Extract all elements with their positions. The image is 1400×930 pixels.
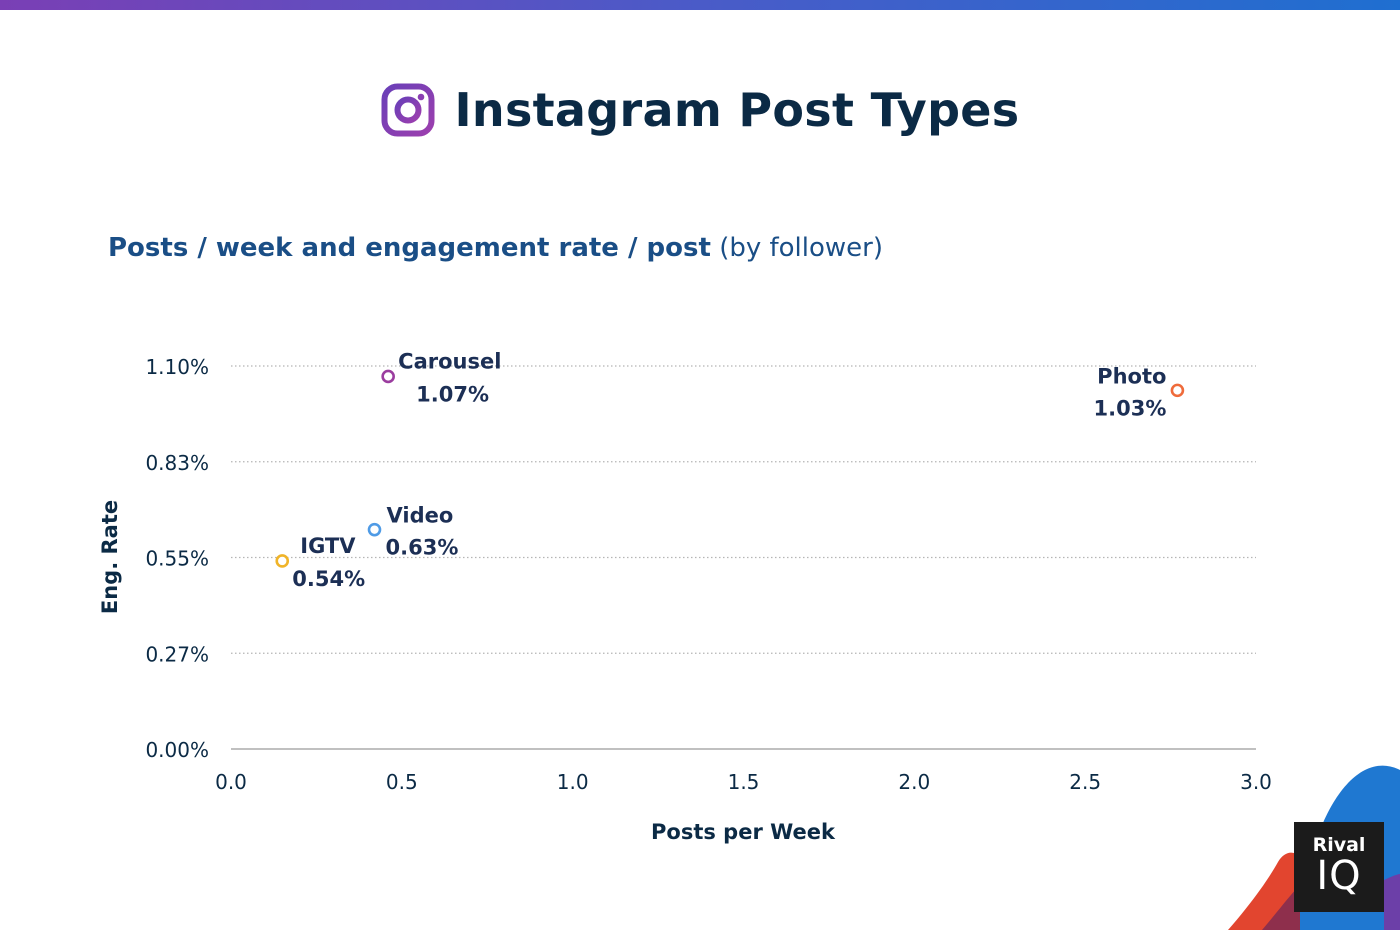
decor-purple-shape xyxy=(1384,874,1400,930)
y-tick-label: 0.55% xyxy=(145,547,209,571)
instagram-icon xyxy=(381,83,434,137)
rival-iq-logo: Rival IQ xyxy=(1294,822,1384,912)
data-point-video xyxy=(367,522,382,537)
x-tick-label: 2.0 xyxy=(898,770,930,794)
y-tick-label: 0.83% xyxy=(145,451,209,475)
data-point-igtv xyxy=(275,554,290,568)
x-tick-label: 0.5 xyxy=(386,770,418,794)
point-value-igtv: 0.54% xyxy=(292,567,365,591)
point-name-carousel: Carousel xyxy=(398,349,501,373)
subtitle-note: (by follower) xyxy=(719,233,883,263)
chart-subtitle: Posts / week and engagement rate / post … xyxy=(108,233,883,263)
x-tick-label: 1.0 xyxy=(557,770,589,794)
point-name-igtv: IGTV xyxy=(300,534,356,558)
decor-maroon-shape xyxy=(1262,885,1300,930)
chart-header: Instagram Post Types xyxy=(0,78,1400,142)
x-tick-label: 3.0 xyxy=(1240,770,1272,794)
y-tick-label: 0.00% xyxy=(145,738,209,762)
logo-text-iq: IQ xyxy=(1316,853,1362,899)
data-point-photo xyxy=(1170,383,1185,398)
x-axis-label: Posts per Week xyxy=(651,820,836,844)
point-value-video: 0.63% xyxy=(386,536,459,560)
point-name-photo: Photo xyxy=(1097,364,1166,388)
x-tick-label: 0.0 xyxy=(215,770,247,794)
y-tick-label: 1.10% xyxy=(145,355,209,379)
page-title: Instagram Post Types xyxy=(454,83,1020,137)
logo-text-rival: Rival xyxy=(1312,834,1366,856)
data-point-carousel xyxy=(381,369,395,384)
x-tick-label: 2.5 xyxy=(1069,770,1101,794)
point-value-photo: 1.03% xyxy=(1094,396,1167,420)
y-tick-label: 0.27% xyxy=(145,642,209,666)
top-gradient-bar xyxy=(0,0,1400,10)
x-tick-label: 1.5 xyxy=(728,770,760,794)
point-value-carousel: 1.07% xyxy=(416,382,489,406)
y-axis-label: Eng. Rate xyxy=(98,500,122,614)
point-name-video: Video xyxy=(387,504,454,528)
subtitle-main: Posts / week and engagement rate / post xyxy=(108,233,711,263)
